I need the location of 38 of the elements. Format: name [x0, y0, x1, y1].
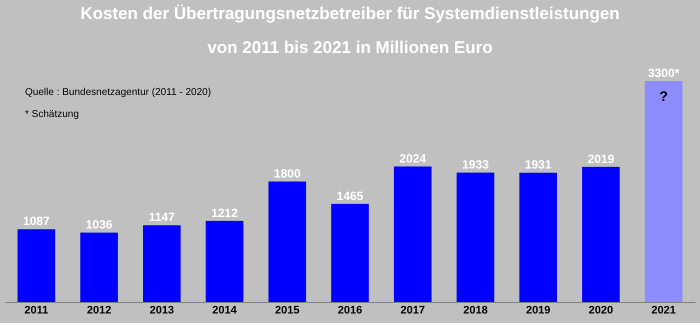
text: Kosten der Übertragungsnetzbetreiber für Systemdienstleistungen	[80, 4, 620, 24]
bar	[394, 166, 432, 302]
bar	[143, 225, 181, 302]
bar	[331, 204, 369, 302]
x-tick-label: 2018	[463, 304, 488, 316]
annotation: * Schätzung	[25, 109, 79, 120]
data-label: 1147	[148, 210, 176, 224]
annotation: Quelle : Bundesnetzagentur (2011 - 2020)	[25, 87, 212, 98]
x-tick-label: 2016	[338, 304, 362, 316]
x-tick-label: 2017	[400, 304, 425, 316]
x-tick-label: 2012	[86, 304, 112, 316]
bar	[18, 229, 56, 302]
data-label: 2024	[399, 151, 426, 166]
data-label: 1465	[336, 188, 364, 203]
data-label: 1933	[462, 158, 490, 172]
x-tick-label: 2020	[588, 304, 614, 316]
data-label: 3300*	[648, 66, 680, 80]
bar	[80, 232, 118, 302]
bar	[644, 81, 682, 302]
data-label: 1212	[211, 206, 238, 220]
data-label: 1087	[23, 214, 50, 228]
bar	[456, 172, 494, 302]
text: von 2011 bis 2021 in Millionen Euro	[207, 38, 493, 58]
bar	[582, 166, 620, 302]
x-tick-label: 2014	[212, 304, 238, 316]
data-label: 1800	[274, 166, 301, 180]
x-tick-label: 2011	[24, 304, 48, 316]
x-tick-label: 2019	[526, 304, 550, 316]
data-label: 1036	[86, 218, 113, 232]
bar	[206, 220, 244, 302]
data-label: 2019	[588, 152, 615, 166]
x-tick-label: 2021	[651, 304, 676, 316]
annotation: ?	[659, 88, 668, 104]
bar	[519, 172, 557, 302]
x-tick-label: 2015	[275, 304, 300, 316]
bar	[268, 181, 306, 302]
data-label: 1931	[524, 158, 552, 172]
x-tick-label: 2013	[150, 304, 174, 316]
